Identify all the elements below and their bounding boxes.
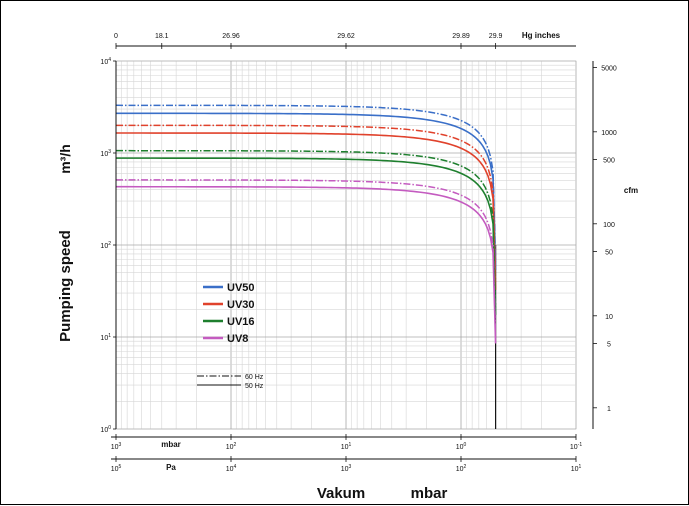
right-axis-tick-label: 1: [607, 406, 611, 413]
top-axis-unit: Hg inches: [522, 31, 561, 40]
pa-axis-tick-label: 101: [571, 464, 582, 473]
curves: [116, 105, 496, 429]
bottom-axis-tick-label: 102: [226, 442, 237, 451]
right-axis-tick-label: 500: [603, 157, 615, 164]
x-axis-title: Vakum: [317, 485, 365, 502]
left-axis-tick-label: 103: [100, 149, 111, 158]
top-axis-tick-label: 29.89: [452, 33, 470, 40]
bottom-axis-tick-label: 100: [456, 442, 467, 451]
uv8-60hz-curve: [116, 180, 496, 337]
uv8-50hz-curve: [116, 187, 496, 344]
bottom-axis-tick-label: 103: [111, 442, 122, 451]
legend-label-uv8: UV8: [227, 333, 248, 345]
uv16-60hz-curve: [116, 151, 496, 308]
uv30-50hz-curve: [116, 133, 496, 290]
top-axis-tick-label: 29.62: [337, 33, 355, 40]
top-axis-tick-label: 29.9: [489, 33, 503, 40]
right-axis-tick-label: 5000: [601, 65, 617, 72]
uv50-50hz-curve: [116, 113, 496, 270]
right-axis-tick-label: 10: [605, 314, 613, 321]
top-axis-tick-label: 0: [114, 33, 118, 40]
left-axis-tick-label: 104: [100, 57, 111, 66]
left-axis-tick-label: 100: [100, 425, 111, 434]
right-axis-unit: cfm: [624, 186, 638, 195]
legend-label-uv50: UV50: [227, 282, 255, 294]
legend-line-label: 60 Hz: [245, 374, 264, 381]
top-axis-tick-label: 26.96: [222, 33, 240, 40]
x-axis-unit: mbar: [411, 485, 448, 502]
right-axis-tick-label: 1000: [601, 130, 617, 137]
bottom-axis-tick-label: 101: [341, 442, 352, 451]
y-axis-unit: m³/h: [57, 144, 73, 174]
uv16-50hz-curve: [116, 158, 496, 315]
left-axis-tick-label: 102: [100, 241, 111, 250]
right-axis-tick-label: 5: [607, 341, 611, 348]
legend-line-label: 50 Hz: [245, 383, 264, 390]
pa-scale-unit: Pa: [166, 463, 176, 472]
right-axis-tick-label: 50: [605, 249, 613, 256]
uv30-60hz-curve: [116, 125, 496, 282]
y-axis-title: Pumping speed: [57, 230, 74, 342]
uv50-60hz-curve: [116, 105, 496, 262]
top-axis-tick-label: 18.1: [155, 33, 169, 40]
bottom-axis-tick-label: 10-1: [570, 442, 582, 451]
legend-label-uv16: UV16: [227, 316, 255, 328]
grid: [116, 61, 576, 429]
pa-axis-tick-label: 102: [456, 464, 467, 473]
legend-label-uv30: UV30: [227, 299, 255, 311]
pa-axis-tick-label: 104: [226, 464, 237, 473]
pa-axis-tick-label: 103: [341, 464, 352, 473]
left-axis-tick-label: 101: [100, 333, 111, 342]
mbar-scale-unit: mbar: [161, 440, 181, 449]
pa-axis-tick-label: 105: [111, 464, 122, 473]
right-axis-tick-label: 100: [603, 222, 615, 229]
